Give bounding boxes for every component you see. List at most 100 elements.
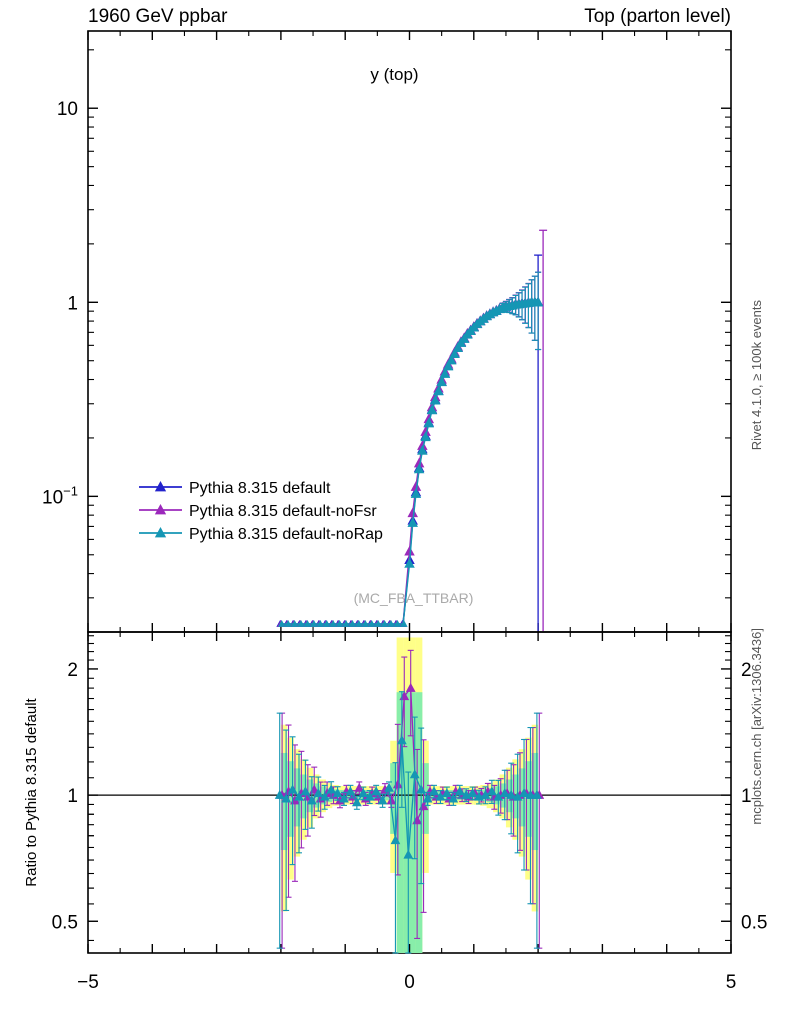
header-right-label: Top (parton level) [584,6,731,27]
analysis-watermark: (MC_FBA_TTBAR) [354,590,474,606]
ratio-data-point-marker [294,791,304,801]
main-y-tick-label: 1 [67,293,78,314]
series-line [280,301,539,625]
ratio-data-point-marker [506,789,517,799]
baseline-marker [355,619,363,627]
ratio-data-point-marker [499,788,510,798]
baseline-marker [303,619,312,627]
ratio-data-point-marker [326,784,337,794]
main-series-group [276,229,548,631]
inner-uncertainty-band [525,761,532,837]
baseline-marker [374,619,382,627]
baseline-marker [284,619,292,627]
ratio-data-point-marker [345,786,356,796]
baseline-marker [335,619,344,627]
ratio-data-point-marker [319,791,330,801]
baseline-marker [393,619,402,627]
data-point-marker [433,385,444,396]
inner-uncertainty-band [409,692,416,953]
data-point-marker [532,296,544,307]
header: 1960 GeV ppbar Top (parton level) [88,6,731,27]
ratio-y-tick-labels: 2 2 1 1 0.5 0.5 [52,660,768,933]
ratio-data-point-marker [403,849,414,859]
x-tick-labels: −5 0 5 [77,972,736,993]
legend-item[interactable]: Pythia 8.315 default [139,480,331,497]
ratio-data-point-marker [467,788,478,798]
data-point-marker [436,376,447,387]
ratio-data-point-marker [300,786,311,796]
series-2 [277,229,548,631]
x-tick-label: 0 [404,972,415,993]
ratio-data-point-marker [409,769,420,779]
ratio-data-point-marker [339,793,349,803]
ratio-data-point-marker [351,797,362,807]
ratio-data-point-marker [390,835,401,845]
baseline-marker [348,619,357,627]
ratio-x-ticks [87,632,732,953]
baseline-marker [400,619,408,627]
ratio-data-point-marker [313,788,324,798]
ratio-data-point-marker [384,782,394,792]
data-point-marker [410,488,422,498]
ratio-y-tick-label-right: 2 [741,660,752,681]
legend-item[interactable]: Pythia 8.315 default-noFsr [139,503,377,520]
main-x-ticks [87,31,732,632]
ratio-data-point-marker [332,788,343,798]
baseline-marker [316,619,325,627]
data-point-marker [413,463,425,474]
legend-marker [154,526,167,538]
data-point-marker [442,360,454,371]
ratio-y-tick-label-left: 0.5 [52,912,78,933]
data-point-marker [420,431,431,442]
x-tick-label: −5 [77,972,99,993]
baseline-marker [387,619,395,627]
ratio-data-point-marker [532,789,542,799]
ratio-series-2 [274,691,542,954]
ratio-data-point-marker [416,784,427,794]
ratio-data-point-marker [358,788,369,798]
baseline-marker [322,619,331,627]
ratio-data-point-marker [487,786,497,796]
inner-uncertainty-band [396,692,404,953]
ratio-data-point-marker [405,682,416,692]
header-left-label: 1960 GeV ppbar [88,6,228,27]
data-point-marker [426,404,438,415]
main-panel: y (top) (MC_FBA_TTBAR) 10 1 10−1 Pythia 8.315… [42,30,732,633]
inner-uncertainty-band [531,752,539,851]
inner-uncertainty-band [390,763,397,834]
data-point-marker [417,445,428,455]
ratio-y-tick-label-right: 1 [741,786,752,807]
data-point-marker [439,368,451,378]
ratio-data-point-marker [448,793,459,803]
data-point-marker [429,394,441,405]
data-point-marker [446,354,457,365]
plot-title: y (top) [370,65,418,84]
legend-label: Pythia 8.315 default-noFsr [189,503,377,520]
ratio-data-point-marker [429,786,439,796]
ratio-data-point-marker [274,789,285,799]
ratio-data-point-marker [454,786,465,796]
ratio-data-point-marker [396,735,407,745]
baseline-marker [361,619,370,627]
side-annotations: Rivet 4.1.0, ≥ 100k events mcplots.cern.c… [749,300,764,825]
inner-uncertainty-band [287,761,294,837]
legend-item[interactable]: Pythia 8.315 default-noRap [139,526,383,543]
legend-marker [154,503,167,515]
ratio-data-point-marker [364,791,375,801]
data-point-marker [404,558,415,568]
data-point-marker [404,545,415,556]
baseline-marker [329,619,337,627]
legend-label: Pythia 8.315 default [189,480,331,497]
baseline-marker [342,619,350,627]
data-point-marker [407,507,418,518]
ratio-data-point-marker [442,788,452,798]
baseline-marker [367,619,376,627]
baseline-marker [297,619,305,627]
baseline-marker [277,619,286,627]
data-point-marker [452,342,463,352]
legend-label: Pythia 8.315 default-noRap [189,526,383,543]
ratio-data-point-marker [422,793,433,803]
main-y-tick-label: 10 [57,99,78,120]
main-y-tick-label: 10−1 [42,483,78,508]
